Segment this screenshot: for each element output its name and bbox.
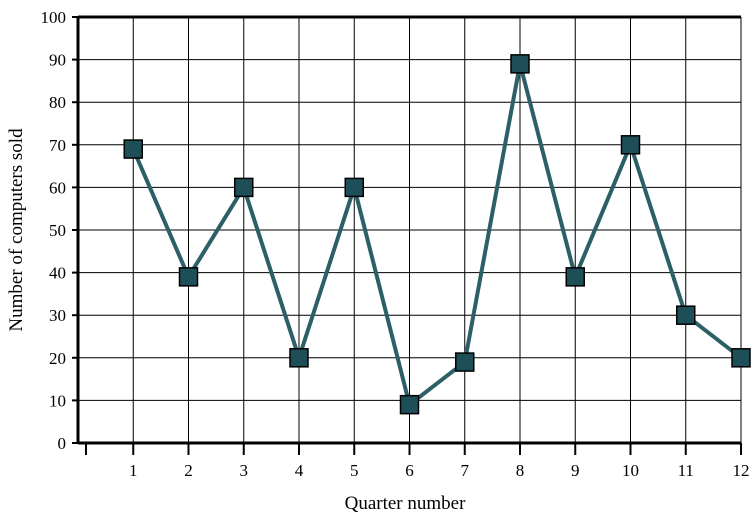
x-tick-label: 3 (240, 461, 249, 480)
x-tick-label: 11 (678, 461, 694, 480)
series-line (131, 61, 743, 407)
y-tick-label: 70 (49, 136, 66, 155)
y-tick-label: 50 (49, 221, 66, 240)
y-tick-labels: 0 10 20 30 40 50 60 70 80 90 100 (41, 8, 67, 453)
x-tick-label: 6 (405, 461, 414, 480)
data-point (289, 348, 309, 368)
x-tick-label: 10 (622, 461, 639, 480)
data-point (676, 305, 696, 325)
x-tick-label: 1 (129, 461, 138, 480)
y-tick-label: 80 (49, 93, 66, 112)
grid-lines (78, 17, 741, 443)
y-tick-label: 40 (49, 264, 66, 283)
data-point (234, 177, 254, 198)
data-point (178, 267, 199, 287)
y-tick-label: 90 (49, 51, 66, 70)
x-tick-label: 12 (733, 461, 750, 480)
x-tick-label: 4 (295, 461, 304, 480)
x-tick-label: 7 (461, 461, 470, 480)
x-tick-label: 8 (516, 461, 525, 480)
axes (72, 15, 742, 455)
y-tick-label: 0 (58, 434, 67, 453)
data-point (399, 394, 420, 415)
y-tick-label: 10 (49, 391, 66, 410)
data-point (455, 352, 475, 372)
x-tick-label: 9 (571, 461, 580, 480)
y-tick-label: 20 (49, 349, 66, 368)
x-tick-label: 5 (350, 461, 359, 480)
data-point (510, 54, 530, 74)
x-tick-labels: 1 2 3 4 5 6 7 8 9 10 11 12 (129, 461, 750, 480)
y-tick-label: 60 (49, 178, 66, 197)
data-point (565, 267, 585, 287)
data-point (620, 135, 641, 155)
data-series (123, 54, 751, 415)
x-axis-label: Quarter number (345, 493, 466, 514)
data-point (123, 139, 143, 159)
data-point (731, 348, 751, 368)
x-tick-label: 2 (184, 461, 193, 480)
y-axis-label: Number of computers sold (6, 128, 27, 332)
data-point (344, 177, 364, 198)
y-tick-label: 100 (41, 8, 67, 27)
y-tick-label: 30 (49, 306, 66, 325)
